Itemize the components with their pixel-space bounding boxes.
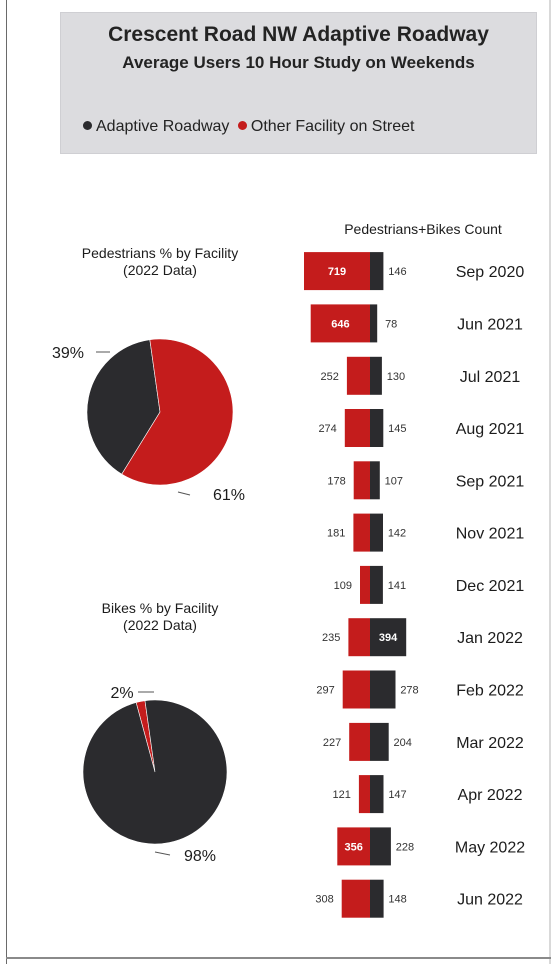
bar-other-label-8: 235 [322, 632, 340, 644]
bar-adaptive-label-4: 145 [388, 423, 406, 435]
legend-swatch-other [237, 121, 247, 130]
bar-other-label-2: 646 [331, 318, 349, 330]
bar-adaptive-label-8: 394 [379, 632, 398, 644]
bar-other-10 [349, 722, 370, 761]
bar-adaptive-label-13: 148 [388, 894, 406, 906]
legend-item-adaptive: Adaptive Roadway [83, 118, 229, 135]
bar-adaptive-13 [370, 879, 384, 918]
bar-other-1 [304, 252, 370, 291]
bar-chart-title: Pedestrians+Bikes Count [344, 221, 502, 237]
bar-adaptive-2 [370, 304, 378, 343]
bar-adaptive-label-11: 147 [388, 789, 406, 801]
chart-subtitle: Average Users 10 Hour Study on Weekends [122, 53, 475, 72]
bar-other-13 [341, 879, 370, 918]
bar-adaptive-5 [370, 461, 380, 500]
bar-category-label-11: Apr 2022 [458, 787, 523, 804]
bar-adaptive-7 [370, 565, 383, 604]
pie-1-leader-2 [177, 491, 191, 496]
bar-adaptive-10 [370, 722, 389, 761]
bar-category-label-2: Jun 2021 [457, 316, 523, 333]
bar-adaptive-label-6: 142 [388, 528, 406, 540]
bar-other-12 [337, 827, 370, 866]
pie-2-leader-2 [154, 851, 171, 856]
bar-category-label-3: Jul 2021 [460, 369, 521, 386]
bar-other-label-3: 252 [321, 371, 339, 383]
legend-label-adaptive: Adaptive Roadway [96, 118, 230, 135]
bar-other-label-4: 274 [318, 423, 336, 435]
bar-adaptive-label-10: 204 [394, 737, 412, 749]
bar-category-label-10: Mar 2022 [456, 735, 524, 752]
bar-other-label-1: 719 [328, 266, 346, 278]
bar-other-4 [344, 409, 370, 447]
bar-other-11 [358, 775, 370, 814]
bar-category-label-4: Aug 2021 [456, 421, 525, 438]
pie-2-title: Bikes % by Facility [102, 600, 219, 616]
bar-adaptive-label-5: 107 [385, 475, 403, 487]
bar-adaptive-12 [370, 827, 391, 866]
bar-category-label-6: Nov 2021 [456, 526, 525, 543]
pie-2-label-2: 98% [184, 848, 216, 865]
pie-1-label-1: 39% [52, 345, 84, 362]
pie-2-label-1: 2% [110, 685, 133, 702]
bar-other-label-10: 227 [323, 737, 341, 749]
bar-category-label-5: Sep 2021 [456, 473, 525, 490]
frame-border-right [549, 0, 551, 964]
bar-other-5 [353, 461, 370, 500]
bar-adaptive-label-9: 278 [400, 685, 418, 697]
bar-adaptive-1 [370, 252, 384, 291]
header-panel: Crescent Road NW Adaptive Roadway Averag… [60, 12, 537, 154]
bar-other-label-5: 178 [327, 475, 345, 487]
pie-2-subtitle: (2022 Data) [123, 617, 197, 633]
pie-2-slice-2 [82, 699, 228, 845]
legend: Adaptive Roadway Other Facility on Stree… [83, 118, 419, 136]
bar-adaptive-label-7: 141 [388, 580, 406, 592]
bar-adaptive-4 [370, 409, 384, 447]
bar-adaptive-label-12: 228 [396, 841, 414, 853]
bar-category-label-13: Jun 2022 [457, 892, 523, 909]
pie-1-slice-1 [86, 339, 161, 475]
chart-title: Crescent Road NW Adaptive Roadway [108, 23, 489, 46]
pie-1-title: Pedestrians % by Facility [82, 245, 238, 261]
bar-other-label-9: 297 [316, 685, 334, 697]
bar-other-8 [348, 618, 370, 657]
bar-category-label-12: May 2022 [455, 839, 525, 856]
bar-adaptive-3 [370, 356, 382, 395]
bar-category-label-8: Jan 2022 [457, 630, 523, 647]
bar-other-9 [342, 670, 370, 709]
frame-border-bottom [6, 957, 551, 959]
bar-adaptive-label-1: 146 [388, 266, 406, 278]
legend-label-other: Other Facility on Street [250, 118, 415, 135]
bar-other-2 [310, 304, 370, 343]
bar-category-label-1: Sep 2020 [456, 264, 525, 281]
pie-1-slice-2 [121, 338, 234, 486]
pie-1-label-2: 61% [213, 487, 245, 504]
bar-adaptive-label-2: 78 [385, 318, 397, 330]
bar-other-label-7: 109 [334, 580, 352, 592]
bar-adaptive-9 [370, 670, 396, 709]
bar-other-3 [346, 356, 370, 395]
bar-other-label-12: 356 [345, 841, 363, 853]
bar-adaptive-6 [370, 513, 383, 552]
bar-other-label-6: 181 [327, 528, 345, 540]
legend-item-other: Other Facility on Street [237, 118, 415, 135]
frame-border-left [6, 0, 7, 964]
bar-category-label-7: Dec 2021 [456, 578, 525, 595]
bar-adaptive-11 [370, 775, 384, 814]
bar-category-label-9: Feb 2022 [456, 683, 524, 700]
bar-other-label-11: 121 [333, 789, 351, 801]
bar-adaptive-8 [370, 618, 407, 657]
bar-other-7 [360, 565, 370, 604]
legend-swatch-adaptive [83, 121, 92, 130]
pie-1-subtitle: (2022 Data) [123, 262, 197, 278]
bar-adaptive-label-3: 130 [387, 371, 405, 383]
bar-other-label-13: 308 [315, 894, 333, 906]
bar-other-6 [353, 513, 370, 552]
